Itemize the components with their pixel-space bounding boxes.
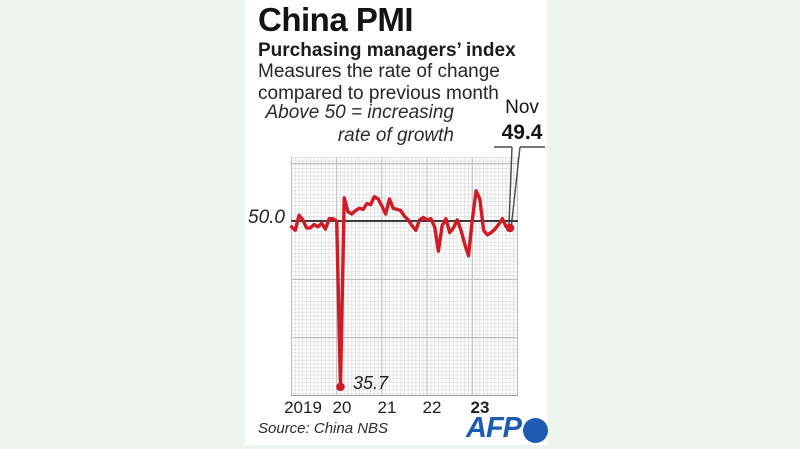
x-tick-2019: 2019: [284, 398, 322, 417]
pmi-line-chart: [289, 146, 545, 392]
infographic-panel: China PMI Purchasing managers’ index Mea…: [245, 0, 548, 445]
x-tick-21: 21: [377, 398, 397, 417]
latest-month-label: Nov: [505, 97, 539, 118]
annotation-line-2: rate of growth: [337, 125, 454, 146]
threshold-annotation: Above 50 = increasing rate of growth: [265, 101, 454, 147]
x-tick-20: 20: [332, 398, 352, 417]
chart-description: Measures the rate of change compared to …: [258, 61, 500, 105]
afp-logo: AFP: [466, 412, 548, 445]
x-tick-23: 23: [470, 398, 490, 417]
x-axis-labels: 2019 20 21 22 23: [245, 398, 547, 417]
latest-value-label: 49.4: [501, 121, 543, 144]
description-line-1: Measures the rate of change: [258, 61, 500, 82]
x-tick-22: 22: [422, 398, 442, 417]
plot-area: [289, 146, 545, 396]
chart-subtitle: Purchasing managers’ index: [258, 40, 516, 61]
min-value-label: 35.7: [353, 373, 389, 393]
afp-logo-circle-icon: [523, 417, 548, 443]
latest-value-callout: Nov 49.4: [492, 97, 552, 145]
description-line-2: compared to previous month: [258, 83, 499, 104]
reference-line-label: 50.0: [248, 207, 285, 228]
afp-logo-text: AFP: [466, 412, 522, 444]
annotation-line-1: Above 50 = increasing: [265, 102, 454, 123]
source-note: Source: China NBS: [258, 420, 389, 437]
chart-title: China PMI: [258, 1, 414, 38]
